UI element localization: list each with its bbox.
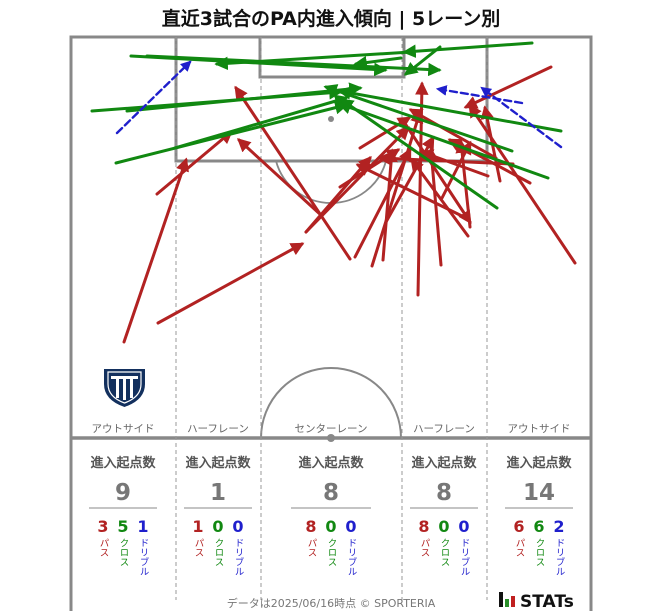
pass-arrow	[440, 140, 472, 200]
pass-arrow	[234, 85, 352, 261]
lane-dribble-label: ドリブル	[346, 538, 358, 576]
lane-cross-label: クロス	[118, 538, 129, 567]
lane-label: アウトサイド	[508, 423, 571, 435]
lane-pass-count: 8	[305, 517, 316, 536]
brand-name: STATs	[520, 592, 574, 611]
lane-cross-label: クロス	[213, 538, 224, 567]
pass-arrow	[408, 108, 498, 160]
cross-arrow	[337, 86, 563, 133]
pass-arrow	[353, 147, 412, 259]
lane-pass-count: 1	[192, 517, 203, 536]
penalty-area	[174, 37, 489, 163]
lane-pass-count: 3	[97, 517, 108, 536]
cross-arrow	[125, 82, 363, 113]
lane-pass-count: 8	[418, 517, 429, 536]
pass-arrow	[468, 103, 577, 265]
cross-arrow	[145, 54, 442, 77]
arrows-layer	[90, 41, 577, 344]
pass-arrow	[370, 109, 424, 268]
lane-total: 14	[523, 480, 555, 506]
lane-dribble-count: 0	[232, 517, 243, 536]
lane-cross-count: 5	[117, 517, 128, 536]
cross-arrow	[353, 55, 403, 70]
lane-dribble-label: ドリブル	[138, 538, 150, 576]
cross-arrow	[214, 50, 413, 71]
lane-dribble-label: ドリブル	[554, 538, 566, 576]
lane-dribble-count: 0	[458, 517, 469, 536]
lane-cross-count: 0	[438, 517, 449, 536]
cross-arrow	[402, 41, 534, 58]
lane-label: ハーフレーン	[187, 423, 249, 435]
lane-pass-label: パス	[419, 538, 431, 557]
lane-dribble-count: 2	[553, 517, 564, 536]
pass-arrow	[358, 116, 412, 150]
lane-dribble-label: ドリブル	[459, 538, 471, 576]
lane-pass-count: 6	[513, 517, 524, 536]
lane-cross-count: 0	[325, 517, 336, 536]
cross-arrow	[114, 101, 349, 165]
lane-stat-header: 進入起点数	[185, 455, 251, 471]
lane-stats: 進入起点数93パス5クロス1ドリブル進入起点数11パス0クロス0ドリブル進入起点…	[89, 455, 573, 576]
lane-cross-label: クロス	[439, 538, 450, 567]
club-logo	[104, 369, 145, 407]
dribble-arrow	[115, 60, 192, 135]
lane-stat-header: 進入起点数	[90, 455, 156, 471]
lane-total: 8	[436, 480, 452, 506]
lane-dribble-count: 1	[137, 517, 148, 536]
chart-title: 直近3試合のPA内進入傾向 | 5レーン別	[162, 7, 501, 30]
pass-arrow	[419, 149, 490, 178]
pass-arrow	[355, 163, 464, 218]
brand-logo: STATs	[499, 592, 574, 611]
pass-arrow	[122, 157, 189, 344]
cross-arrow	[403, 45, 442, 76]
penalty-spot	[328, 116, 334, 122]
lane-stat-header: 進入起点数	[411, 455, 477, 471]
lane-cross-label: クロス	[326, 538, 337, 567]
lane-label: アウトサイド	[92, 423, 155, 435]
lane-stat-header: 進入起点数	[506, 455, 572, 471]
pass-arrow	[377, 151, 515, 166]
pass-arrow	[304, 126, 410, 234]
lane-pass-label: パス	[514, 538, 526, 557]
lane-dribble-count: 0	[345, 517, 356, 536]
lane-total: 8	[323, 480, 339, 506]
footer-credit: データは2025/06/16時点 © SPORTERIA	[227, 596, 436, 610]
lane-total: 9	[115, 480, 131, 506]
lane-total: 1	[210, 480, 226, 506]
center-spot	[327, 434, 335, 442]
lane-cross-label: クロス	[534, 538, 545, 567]
pass-arrow	[404, 123, 472, 225]
cross-arrow	[339, 98, 499, 210]
pass-arrow	[381, 148, 398, 262]
pass-arrow	[463, 65, 553, 109]
lane-cross-count: 0	[212, 517, 223, 536]
lane-cross-count: 6	[533, 517, 544, 536]
dribble-arrow	[435, 85, 524, 105]
pass-arrow	[425, 147, 443, 267]
pass-arrow	[155, 130, 234, 196]
lane-pass-label: パス	[193, 538, 205, 557]
lane-pass-label: パス	[306, 538, 318, 557]
center-circle	[260, 367, 402, 439]
pass-arrow	[237, 138, 324, 218]
cross-arrow	[173, 94, 349, 150]
lane-stat-header: 進入起点数	[298, 455, 364, 471]
lane-labels: アウトサイド ハーフレーン センターレーン ハーフレーン アウトサイド	[92, 423, 571, 435]
lane-label: ハーフレーン	[413, 423, 475, 435]
cross-arrow	[337, 101, 550, 180]
lane-dribble-label: ドリブル	[233, 538, 245, 576]
lane-pass-label: パス	[98, 538, 110, 557]
pass-arrow	[384, 135, 435, 224]
cross-arrow	[323, 84, 514, 153]
lane-label: センターレーン	[295, 423, 368, 435]
pass-arrow	[156, 242, 305, 325]
